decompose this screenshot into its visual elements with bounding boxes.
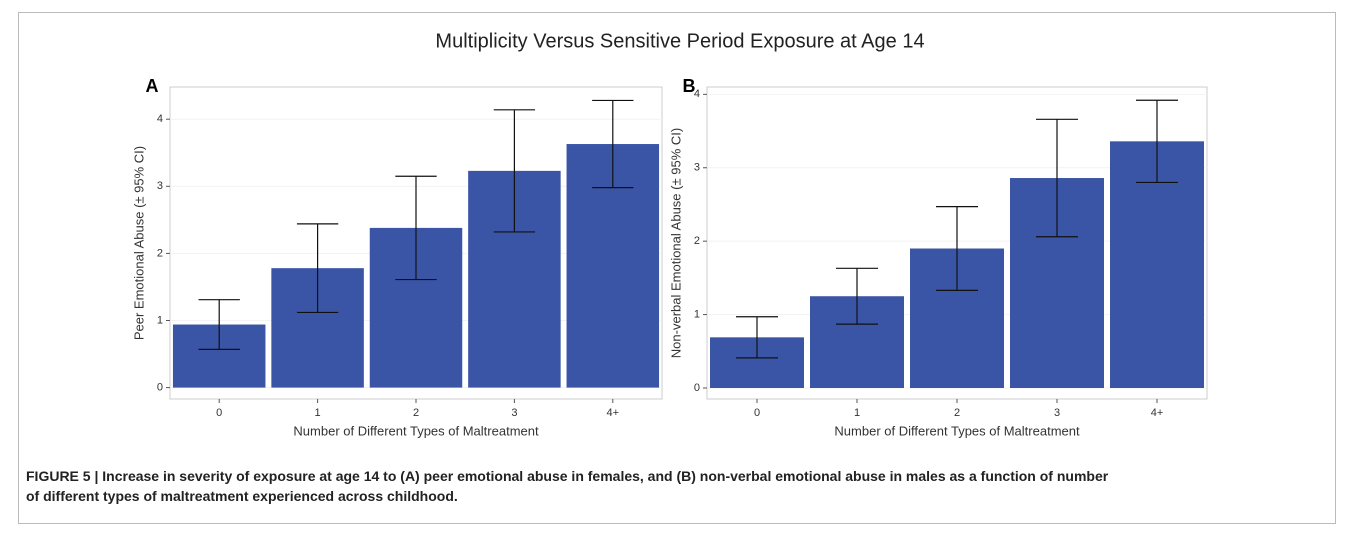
x-tick-label: 4+	[1151, 407, 1164, 419]
x-tick-label: 2	[413, 407, 419, 419]
y-tick-label: 0	[694, 382, 700, 394]
y-tick-label: 3	[157, 180, 163, 192]
error-bar	[936, 206, 978, 291]
error-bar	[1036, 118, 1078, 238]
error-bar	[736, 316, 778, 359]
y-tick-label: 0	[157, 381, 163, 393]
y-tick-label: 1	[694, 308, 700, 320]
x-tick-label: 1	[854, 407, 860, 419]
x-axis-label: Number of Different Types of Maltreatmen…	[834, 423, 1080, 438]
x-axis-label: Number of Different Types of Maltreatmen…	[293, 423, 539, 438]
y-tick-label: 4	[157, 113, 163, 125]
panel-label: A	[146, 76, 159, 96]
x-tick-label: 0	[754, 407, 760, 419]
y-tick-label: 2	[694, 235, 700, 247]
chart: Multiplicity Versus Sensitive Period Exp…	[131, 30, 1208, 438]
x-tick-label: 2	[954, 407, 960, 419]
y-tick-label: 4	[694, 88, 700, 100]
error-bar	[1136, 99, 1178, 184]
y-tick-label: 3	[694, 162, 700, 174]
x-tick-label: 0	[216, 407, 222, 419]
x-tick-label: 4+	[607, 407, 620, 419]
y-tick-label: 1	[157, 314, 163, 326]
panel-label: B	[683, 76, 696, 96]
caption: FIGURE 5 | Increase in severity of expos…	[26, 468, 1109, 504]
x-tick-label: 3	[1054, 407, 1060, 419]
figure-frame	[18, 12, 1336, 524]
error-bar	[395, 175, 437, 281]
error-bar	[836, 267, 878, 325]
y-tick-label: 2	[157, 247, 163, 259]
error-bar	[296, 223, 339, 314]
x-tick-label: 3	[511, 407, 517, 419]
error-bar	[493, 109, 536, 233]
y-axis-label: Non-verbal Emotional Abuse (± 95% CI)	[668, 128, 683, 358]
error-bar	[592, 99, 634, 189]
error-bar	[198, 299, 240, 350]
y-axis-label: Peer Emotional Abuse (± 95% CI)	[131, 146, 146, 340]
figure-title: Multiplicity Versus Sensitive Period Exp…	[435, 30, 924, 52]
x-tick-label: 1	[315, 407, 321, 419]
